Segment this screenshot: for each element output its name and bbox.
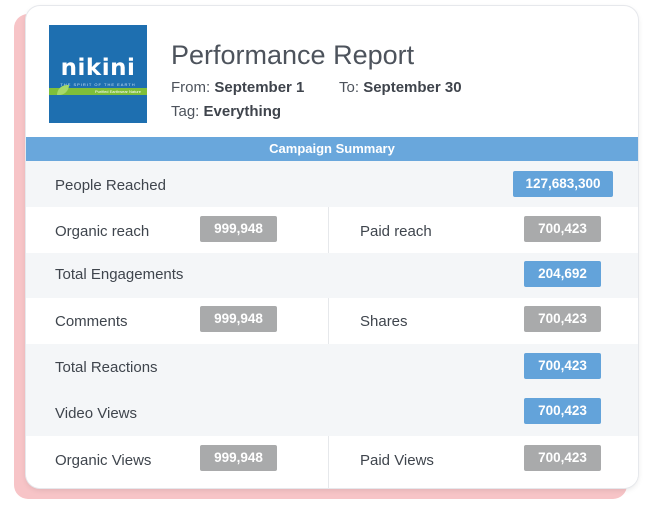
- comments-label: Comments: [55, 313, 128, 330]
- brand-logo: nikini THE SPIRIT OF THE EARTH Purified …: [49, 25, 147, 123]
- column-divider: [328, 207, 329, 253]
- total-reactions-label: Total Reactions: [55, 359, 158, 376]
- logo-tagline: THE SPIRIT OF THE EARTH: [60, 82, 136, 87]
- from-date: September 1: [214, 79, 305, 96]
- to-label: To:: [339, 79, 360, 96]
- leaf-icon: [57, 85, 69, 95]
- total-engagements-value: 204,692: [524, 261, 601, 287]
- tag-value: Everything: [203, 103, 282, 120]
- tag-label: Tag:: [171, 103, 200, 120]
- organic-views-label: Organic Views: [55, 452, 152, 469]
- paid-reach-label: Paid reach: [360, 223, 432, 240]
- comments-value: 999,948: [200, 306, 277, 332]
- logo-band: Purified Earthwear Nature: [49, 88, 147, 95]
- report-card: nikini THE SPIRIT OF THE EARTH Purified …: [26, 6, 638, 488]
- logo-band-text: Purified Earthwear Nature: [94, 89, 141, 94]
- video-views-label: Video Views: [55, 405, 138, 422]
- organic-reach-label: Organic reach: [55, 223, 150, 240]
- row-total-engagements: Total Engagements 204,692: [26, 253, 638, 299]
- paid-views-value: 700,423: [524, 445, 601, 471]
- row-people-reached: People Reached 127,683,300: [26, 161, 638, 208]
- total-reactions-value: 700,423: [524, 353, 601, 379]
- to-date: September 30: [363, 79, 462, 96]
- column-divider: [328, 436, 329, 488]
- from-label: From:: [171, 79, 211, 96]
- section-banner: Campaign Summary: [26, 137, 638, 161]
- row-total-reactions: Total Reactions 700,423: [26, 344, 638, 391]
- video-views-value: 700,423: [524, 398, 601, 424]
- people-reached-value: 127,683,300: [513, 171, 613, 197]
- total-engagements-label: Total Engagements: [55, 266, 184, 283]
- row-comments-shares: Comments 999,948 Shares 700,423: [26, 298, 638, 345]
- people-reached-label: People Reached: [55, 177, 166, 194]
- organic-reach-value: 999,948: [200, 216, 277, 242]
- shares-label: Shares: [360, 313, 408, 330]
- date-range: From: September 1: [171, 79, 304, 96]
- logo-wordmark: nikini: [60, 55, 136, 81]
- row-video-views: Video Views 700,423: [26, 390, 638, 437]
- tag-line: Tag: Everything: [171, 103, 281, 120]
- row-reach-split: Organic reach 999,948 Paid reach 700,423: [26, 207, 638, 254]
- paid-views-label: Paid Views: [360, 452, 434, 469]
- page-title: Performance Report: [171, 40, 415, 70]
- shares-value: 700,423: [524, 306, 601, 332]
- paid-reach-value: 700,423: [524, 216, 601, 242]
- column-divider: [328, 298, 329, 344]
- row-views-split: Organic Views 999,948 Paid Views 700,423: [26, 436, 638, 488]
- date-range-to: To: September 30: [339, 79, 462, 96]
- organic-views-value: 999,948: [200, 445, 277, 471]
